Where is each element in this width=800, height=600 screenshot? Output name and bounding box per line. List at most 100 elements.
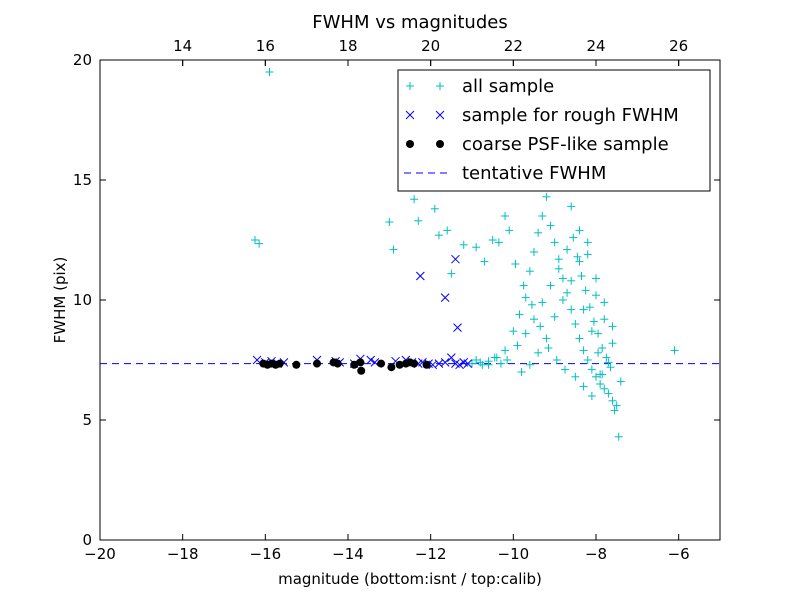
top-tick-label: 22 <box>504 37 523 55</box>
x-tick-label: −12 <box>415 545 447 563</box>
x-tick-label: −6 <box>668 545 690 563</box>
all-sample-point <box>472 243 481 252</box>
tick-layer: −20 −18 −16 −14 −12 −10 −8 −6 0 5 10 15 20 14 16 18 20 22… <box>73 37 720 563</box>
psf-like-point <box>410 359 419 368</box>
psf-like-point <box>356 358 365 367</box>
x-axis-title: magnitude (bottom:isnt / top:calib) <box>278 570 542 588</box>
all-sample-point <box>251 236 259 244</box>
all-sample-point <box>544 344 553 352</box>
all-sample-point <box>255 239 264 248</box>
all-sample-point <box>550 312 559 321</box>
all-sample-point <box>525 360 534 369</box>
all-sample-point <box>596 380 605 388</box>
all-sample-point <box>480 257 489 266</box>
rough-fwhm-point <box>455 360 464 370</box>
all-sample-point <box>490 353 499 362</box>
all-sample-point <box>554 264 563 273</box>
all-sample-point <box>459 240 468 249</box>
all-sample-point <box>575 226 584 235</box>
all-sample-point <box>468 359 476 368</box>
all-sample-point <box>414 216 423 225</box>
all-sample-point <box>587 327 596 336</box>
psf-like-point <box>313 359 321 368</box>
all-sample-point <box>567 276 576 285</box>
all-sample-point <box>519 281 528 290</box>
x-tick-label: −18 <box>167 545 199 563</box>
y-tick-label: 15 <box>73 171 92 189</box>
all-sample-point <box>517 368 526 376</box>
legend-label-tentative-fwhm: tentative FWHM <box>462 163 606 184</box>
all-sample-point <box>501 346 510 355</box>
all-sample-point <box>583 238 592 247</box>
all-sample-point <box>612 401 621 410</box>
all-sample-point <box>577 272 586 280</box>
all-sample-point <box>587 392 596 400</box>
top-tick-label: 24 <box>586 37 605 55</box>
psf-like-point <box>292 360 301 369</box>
all-sample-point <box>478 360 487 369</box>
all-sample-point <box>571 372 580 381</box>
all-sample-point <box>385 218 394 226</box>
all-sample-point <box>494 238 503 247</box>
all-sample-point <box>575 257 584 266</box>
all-sample-point <box>430 204 439 213</box>
all-sample-point <box>265 68 274 76</box>
top-tick-label: 14 <box>173 37 192 55</box>
all-sample-point <box>579 346 588 355</box>
psf-like-point <box>422 360 431 369</box>
psf-like-point <box>357 366 366 375</box>
psf-like-point <box>377 359 386 368</box>
y-tick-label: 10 <box>73 291 92 309</box>
rough-fwhm-point <box>451 254 460 264</box>
all-sample-point <box>515 310 524 319</box>
all-sample-point <box>509 327 518 336</box>
rough-fwhm-point <box>415 271 425 281</box>
all-sample-point <box>552 356 561 364</box>
all-sample-point <box>569 233 578 242</box>
all-sample-point <box>527 300 536 309</box>
all-sample-point <box>600 315 609 324</box>
all-sample-point <box>488 236 497 244</box>
all-sample-point <box>598 344 607 352</box>
psf-like-point <box>333 359 342 368</box>
rough-fwhm-point <box>463 359 473 368</box>
x-tick-label: −8 <box>585 545 607 563</box>
all-sample-point <box>608 322 617 331</box>
all-sample-point <box>554 255 563 264</box>
all-sample-point <box>511 260 520 268</box>
all-sample-point <box>614 432 623 441</box>
all-sample-point <box>581 286 590 295</box>
all-sample-point <box>670 346 679 355</box>
all-sample-point <box>563 288 572 297</box>
all-sample-point <box>600 298 609 307</box>
x-tick-label: −14 <box>332 545 364 563</box>
all-sample-point <box>536 322 545 331</box>
all-sample-point <box>606 363 615 372</box>
all-sample-point <box>434 231 443 240</box>
all-sample-point <box>571 320 580 328</box>
all-sample-point <box>592 274 600 283</box>
all-sample-point <box>598 370 607 379</box>
legend-box <box>397 69 711 192</box>
all-sample-point <box>585 303 594 312</box>
all-sample-point <box>534 228 543 237</box>
all-sample-point <box>513 341 522 350</box>
all-sample-point <box>550 238 559 247</box>
rough-fwhm-point <box>453 323 462 332</box>
all-sample-point <box>579 305 588 314</box>
top-tick-label: 18 <box>338 37 357 55</box>
all-sample-point <box>534 348 543 357</box>
all-sample-point <box>521 329 530 338</box>
all-sample-point <box>575 334 584 343</box>
all-sample-point <box>472 356 481 364</box>
all-sample-point <box>561 365 569 374</box>
all-sample-point <box>546 281 555 290</box>
all-sample-point <box>563 245 572 254</box>
all-sample-point <box>501 212 510 220</box>
data-layer <box>100 68 720 441</box>
all-sample-point <box>583 250 592 259</box>
all-sample-point <box>610 406 619 415</box>
all-sample-point <box>538 212 547 220</box>
all-sample-point <box>589 317 598 326</box>
